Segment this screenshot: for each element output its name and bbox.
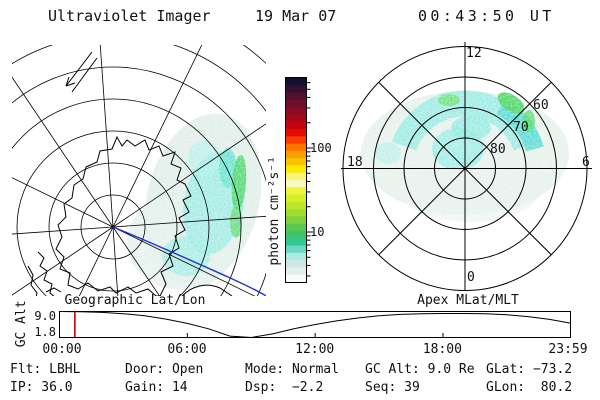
left-panel-caption: Geographic Lat/Lon xyxy=(64,293,206,308)
map-arrow xyxy=(65,51,98,93)
colorbar-bands xyxy=(286,78,306,283)
time-label: 00:43:50 UT xyxy=(418,7,555,25)
mlat-70-label: 70 xyxy=(513,120,529,135)
gc-alt-curve xyxy=(59,311,571,339)
status-glon: GLon: 80.2 xyxy=(486,380,573,395)
xtick-1800: 18:00 xyxy=(422,342,462,357)
geographic-panel xyxy=(12,45,266,296)
status-glat: GLat: −73.2 xyxy=(486,362,573,377)
mlt-6-label: 6 xyxy=(582,155,590,170)
status-ip: IP: 36.0 xyxy=(10,380,73,395)
status-dsp: Dsp: −2.2 xyxy=(245,380,324,395)
colorbar-tick-100: 100 xyxy=(310,141,332,155)
status-seq: Seq: 39 xyxy=(365,380,420,395)
xtick-2359: 23:59 xyxy=(548,342,588,357)
mlt-12-label: 12 xyxy=(466,46,482,61)
colorbar-tick-10: 10 xyxy=(310,225,325,239)
coastline-islands xyxy=(27,251,233,296)
mlat-80-label: 80 xyxy=(490,142,506,157)
status-gcalt: GC Alt: 9.0 Re xyxy=(365,362,475,377)
status-door: Door: Open xyxy=(125,362,204,377)
terminator-line xyxy=(112,226,266,296)
date-label: 19 Mar 07 xyxy=(255,7,337,25)
status-flt: Flt: LBHL xyxy=(10,362,81,377)
mlt-18-label: 18 xyxy=(347,155,363,170)
mlat-60-label: 60 xyxy=(533,98,549,113)
status-gain: Gain: 14 xyxy=(125,380,188,395)
strip-ylabel: GC Alt xyxy=(14,300,30,348)
colorbar xyxy=(285,77,313,283)
colorbar-axis-label: photon cm⁻²s⁻¹ xyxy=(267,156,283,266)
page-title: Ultraviolet Imager xyxy=(48,7,211,25)
apex-panel xyxy=(341,42,592,291)
mlt-0-label: 0 xyxy=(467,270,475,285)
ytick-1-8: 1.8 xyxy=(34,325,56,339)
strip-chart xyxy=(59,311,571,339)
xtick-1200: 12:00 xyxy=(295,342,335,357)
ytick-9: 9.0 xyxy=(34,309,56,323)
strip-axis-ticks xyxy=(59,333,571,338)
xtick-0600: 06:00 xyxy=(167,342,207,357)
latlon-grid xyxy=(12,45,266,296)
colorbar-frame xyxy=(285,77,307,283)
mlat-mlt-grid xyxy=(341,42,592,291)
status-mode: Mode: Normal xyxy=(245,362,339,377)
right-panel-caption: Apex MLat/MLT xyxy=(417,293,519,308)
colorbar-ticks xyxy=(306,82,313,277)
antarctica-coastline xyxy=(55,135,192,296)
xtick-0000: 00:00 xyxy=(42,342,82,357)
